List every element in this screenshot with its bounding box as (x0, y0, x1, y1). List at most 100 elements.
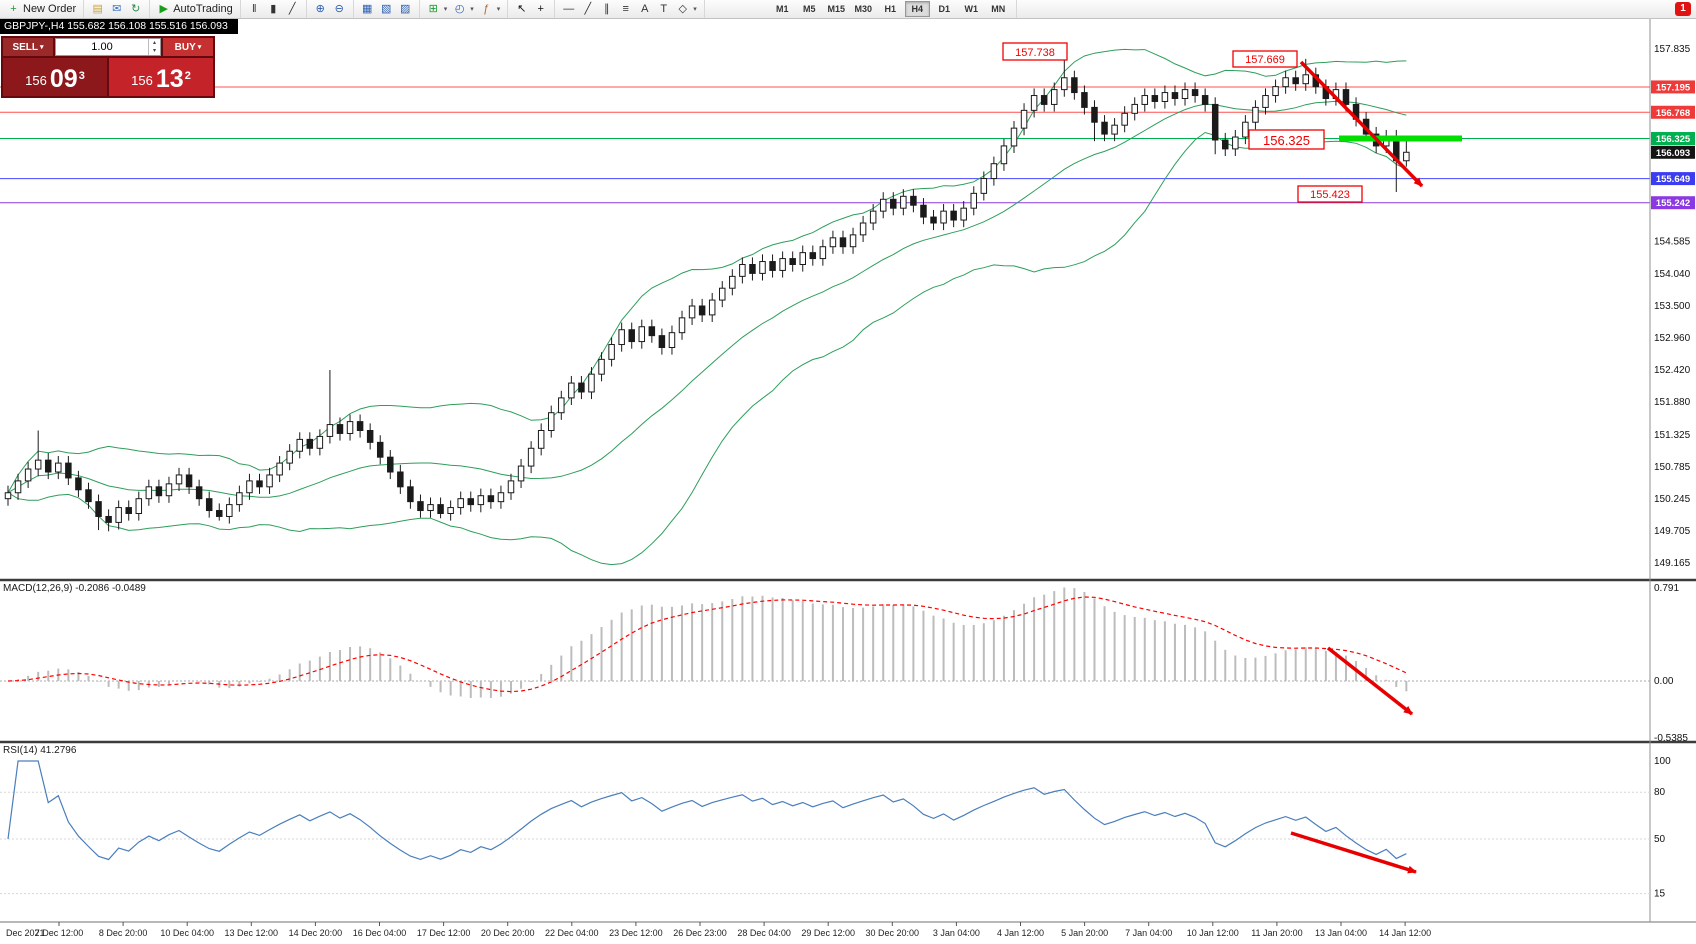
timeframe-mn[interactable]: MN (991, 4, 1006, 14)
zoom-out-icon: ⊖ (334, 3, 344, 15)
equidistant-channel-icon: ∥ (604, 3, 610, 15)
open-file-icon: ▤ (92, 3, 103, 15)
timeframe-h1[interactable]: H1 (884, 4, 897, 14)
bollinger-bands (7, 48, 1407, 566)
svg-text:4 Jan 12:00: 4 Jan 12:00 (997, 928, 1044, 938)
mail-icon: ✉ (112, 3, 122, 15)
zoom-in-icon: ⊕ (315, 3, 325, 15)
macd-indicator-label: MACD(12,26,9) -0.2086 -0.0489 (3, 583, 146, 594)
svg-text:154.040: 154.040 (1654, 269, 1691, 280)
text-label-button[interactable]: T (654, 1, 673, 17)
toolbar-groups: + New Order ▤ ✉ ↻ ▶ AutoTrading ‖ ▮ ╱ ⊕ ⊖ ▦ ▧ ▨ ⊞ ▾ ◴ ▾ ƒ ▾ ↖… (0, 0, 705, 18)
new-chart-caret-icon[interactable]: ▾ (443, 6, 448, 13)
volume-up-icon[interactable]: ▴ (152, 40, 156, 46)
line-chart-mode-icon: ╱ (288, 3, 296, 15)
cursor-button[interactable]: ↖ (512, 1, 531, 17)
timeframe-m30[interactable]: M30 (854, 4, 873, 14)
text-label-icon: T (660, 3, 668, 15)
timeframe-w1[interactable]: W1 (964, 4, 979, 14)
refresh-icon: ↻ (131, 3, 141, 15)
volume-box: ▴ ▾ (55, 38, 161, 56)
svg-text:157.738: 157.738 (1015, 47, 1055, 59)
bar-chart-mode-button[interactable]: ‖ (245, 1, 264, 17)
sell-button[interactable]: SELL ▾ (3, 38, 53, 56)
svg-text:7 Jan 04:00: 7 Jan 04:00 (1125, 928, 1172, 938)
auto-arrange-icon: ▧ (381, 3, 392, 15)
svg-text:10 Dec 04:00: 10 Dec 04:00 (160, 928, 214, 938)
indicators-caret-icon[interactable]: ▾ (496, 6, 501, 13)
notification-badge[interactable]: 1 (1675, 2, 1691, 16)
buy-options-caret-icon[interactable]: ▾ (197, 44, 202, 51)
svg-text:153.500: 153.500 (1654, 301, 1691, 312)
volume-stepper[interactable]: ▴ ▾ (148, 39, 160, 55)
autotrading-label: AutoTrading (173, 3, 233, 15)
svg-text:3 Jan 04:00: 3 Jan 04:00 (933, 928, 980, 938)
timeframe-h4[interactable]: H4 (904, 1, 930, 17)
crosshair-icon: + (537, 3, 544, 15)
buy-price-pipette: 2 (184, 70, 191, 82)
autotrading-button[interactable]: ▶ AutoTrading (154, 1, 236, 17)
svg-text:16 Dec 04:00: 16 Dec 04:00 (353, 928, 407, 938)
new-chart-button[interactable]: ⊞ ▾ (424, 1, 451, 17)
new-chart-icon: ⊞ (428, 3, 438, 15)
refresh-button[interactable]: ↻ (126, 1, 145, 17)
svg-text:29 Dec 12:00: 29 Dec 12:00 (801, 928, 855, 938)
rsi-indicator-label: RSI(14) 41.2796 (3, 745, 77, 756)
candlestick-series (4, 54, 1410, 532)
profiles-button[interactable]: ◴ ▾ (450, 1, 477, 17)
candlestick-mode-button[interactable]: ▮ (264, 1, 283, 17)
svg-text:151.880: 151.880 (1654, 397, 1691, 408)
fibonacci-button[interactable]: ≡ (616, 1, 635, 17)
new-order-button[interactable]: + New Order (4, 1, 79, 17)
buy-price[interactable]: 156 13 2 (109, 58, 213, 96)
timeframe-m15[interactable]: M15 (827, 4, 846, 14)
track-chart-button[interactable]: ▨ (396, 1, 415, 17)
toolbar-group: — ╱ ∥ ≡ A T ◇ ▾ (555, 0, 705, 18)
sell-button-label: SELL (12, 41, 39, 53)
zoom-out-button[interactable]: ⊖ (330, 1, 349, 17)
svg-text:152.420: 152.420 (1654, 365, 1691, 376)
tile-windows-button[interactable]: ▦ (358, 1, 377, 17)
volume-input[interactable] (56, 39, 148, 55)
arrows-tool-button[interactable]: ◇ ▾ (673, 1, 700, 17)
auto-arrange-button[interactable]: ▧ (377, 1, 396, 17)
svg-text:156.768: 156.768 (1656, 108, 1690, 119)
text-button[interactable]: A (635, 1, 654, 17)
svg-text:20 Dec 20:00: 20 Dec 20:00 (481, 928, 535, 938)
timeframe-group: M1 M5 M15 M30 H1 H4 D1 W1 MN (765, 0, 1017, 18)
timeframe-m1[interactable]: M1 (776, 4, 789, 14)
timeframe-d1[interactable]: D1 (938, 4, 951, 14)
buy-price-pips: 13 (155, 65, 184, 93)
arrows-tool-caret-icon[interactable]: ▾ (693, 6, 697, 13)
svg-text:15: 15 (1654, 889, 1666, 900)
open-file-button[interactable]: ▤ (88, 1, 107, 17)
zoom-in-button[interactable]: ⊕ (311, 1, 330, 17)
buy-button[interactable]: BUY ▾ (163, 38, 213, 56)
volume-down-icon[interactable]: ▾ (152, 48, 156, 54)
sell-price[interactable]: 156 09 3 (3, 58, 107, 96)
timeframe-m5[interactable]: M5 (803, 4, 816, 14)
svg-text:80: 80 (1654, 787, 1666, 798)
equidistant-channel-button[interactable]: ∥ (597, 1, 616, 17)
profiles-icon: ◴ (454, 3, 465, 15)
bar-chart-mode-icon: ‖ (251, 3, 257, 15)
svg-text:13 Jan 04:00: 13 Jan 04:00 (1315, 928, 1367, 938)
profiles-caret-icon[interactable]: ▾ (470, 6, 474, 13)
horizontal-line-button[interactable]: — (559, 1, 578, 17)
sell-options-caret-icon[interactable]: ▾ (40, 44, 44, 51)
line-chart-mode-button[interactable]: ╱ (283, 1, 302, 17)
svg-text:26 Dec 23:00: 26 Dec 23:00 (673, 928, 727, 938)
mail-button[interactable]: ✉ (107, 1, 126, 17)
trendline-button[interactable]: ╱ (578, 1, 597, 17)
svg-text:0.791: 0.791 (1654, 583, 1679, 594)
toolbar-group: + New Order (0, 0, 85, 18)
toolbar-group: ▶ AutoTrading (150, 0, 241, 18)
chart-title-bar[interactable]: GBPJPY-,H4 155.682 156.108 155.516 156.0… (0, 19, 238, 34)
crosshair-button[interactable]: + (531, 1, 550, 17)
indicators-button[interactable]: ƒ ▾ (477, 1, 504, 17)
price-annotations: 157.738 157.669 156.325 155.423 (1002, 42, 1363, 203)
panel-frame (0, 18, 1696, 923)
svg-text:11 Jan 20:00: 11 Jan 20:00 (1251, 928, 1302, 938)
